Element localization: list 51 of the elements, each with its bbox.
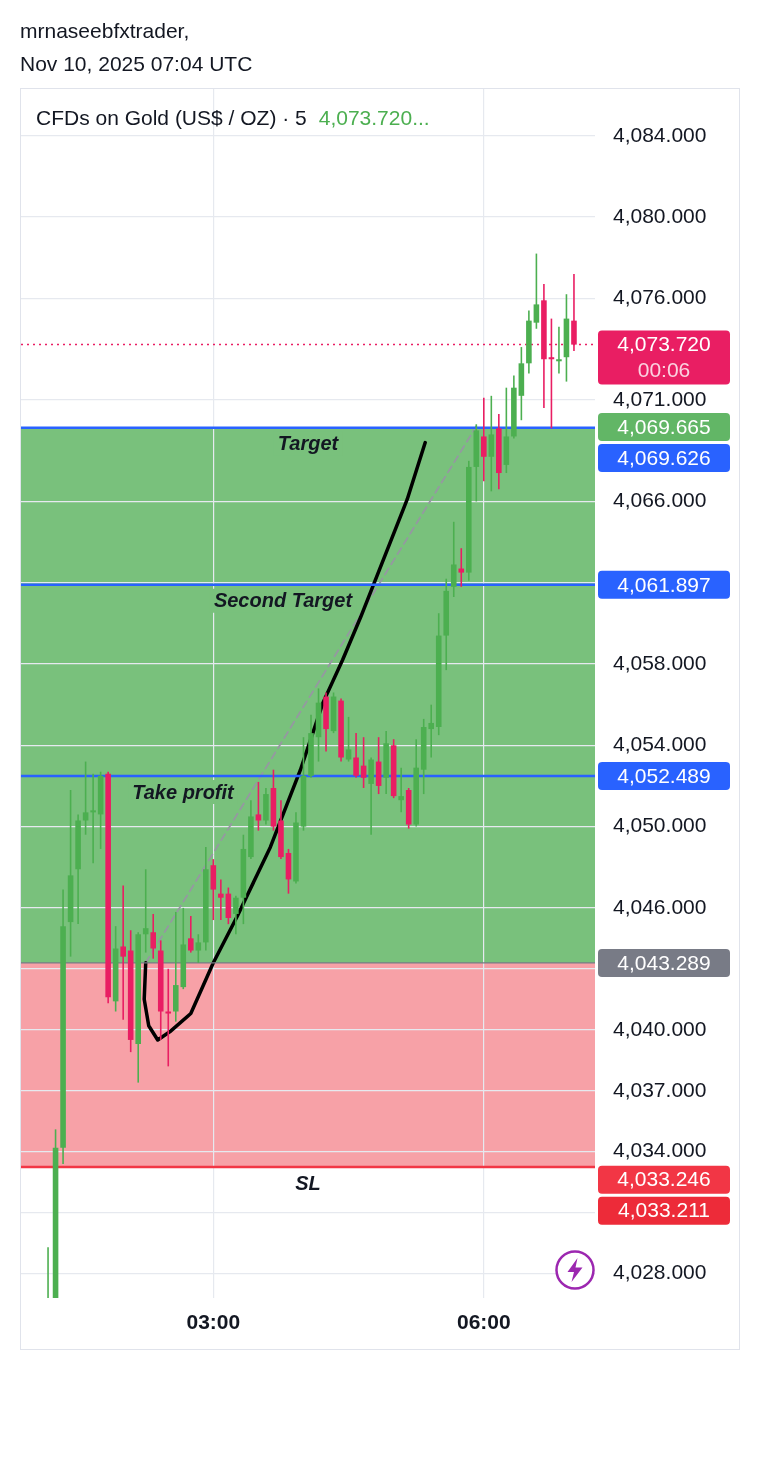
y-tick-label: 4,054.000 (613, 732, 707, 756)
candlestick (142, 868, 149, 954)
y-tick-label: 4,046.000 (613, 894, 707, 918)
ref-line-label: 4,033.246 (617, 1167, 711, 1191)
candlestick (481, 397, 487, 482)
y-tick-label: 4,058.000 (613, 650, 707, 674)
text: Nov 10, 2025 07:04 UTC (20, 51, 253, 77)
ref-line-label: 4,061.897 (617, 572, 711, 596)
candlestick (353, 732, 359, 779)
candlestick (90, 772, 96, 864)
ref-line-label: 4,043.289 (617, 950, 711, 974)
y-tick-label: 4,040.000 (613, 1016, 707, 1040)
text: 00:06 (637, 358, 691, 382)
y-tick-label: 4,037.000 (613, 1077, 707, 1101)
text: CFDs on Gold (US$ / OZ) · 5 (36, 105, 307, 129)
ref-line-label: 4,073.720 (617, 332, 711, 356)
band-label: 4,033.211 (618, 1198, 710, 1222)
y-tick-label: 4,028.000 (613, 1260, 707, 1284)
y-tick-label: 4,080.000 (613, 203, 707, 227)
x-tick-label: 06:00 (456, 1310, 511, 1334)
candlestick (556, 325, 562, 375)
candlestick (398, 766, 404, 814)
band-label: 4,069.665 (617, 414, 711, 438)
candlestick (120, 884, 126, 1021)
candlestick (458, 547, 465, 588)
y-tick-label: 4,050.000 (613, 813, 707, 837)
candlestick (188, 915, 194, 954)
y-tick-label: 4,071.000 (613, 386, 707, 410)
candlestick (533, 252, 540, 330)
candlestick (195, 933, 202, 964)
candlestick (233, 894, 239, 936)
candlestick (488, 395, 495, 493)
candlestick (571, 273, 577, 352)
y-tick-label: 4,084.000 (613, 122, 707, 146)
candlestick (150, 913, 157, 960)
candlestick (165, 968, 172, 1068)
annotation: SL (295, 1171, 321, 1194)
y-tick-label: 4,076.000 (613, 285, 707, 309)
text: 4,073.720... (318, 105, 430, 129)
candlestick (345, 716, 352, 763)
y-tick-label: 4,034.000 (613, 1138, 707, 1162)
candlestick (218, 878, 224, 921)
x-tick-label: 03:00 (186, 1310, 241, 1334)
ref-line-label: 4,052.489 (617, 763, 711, 787)
annotation: Take profit (132, 780, 236, 803)
text: mrnaseebfxtrader, (20, 18, 191, 44)
annotation: Second Target (213, 589, 354, 612)
candlestick (450, 521, 457, 598)
ref-line-label: 4,069.626 (617, 445, 711, 469)
annotation: Target (277, 432, 340, 455)
y-tick-label: 4,066.000 (613, 488, 707, 512)
